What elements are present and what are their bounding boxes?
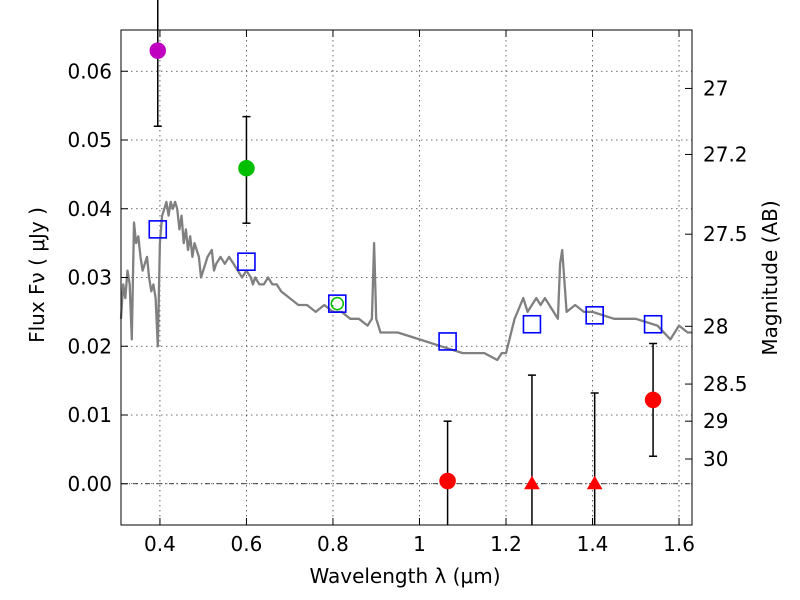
y2-tick-label: 27: [703, 76, 728, 100]
x-tick-label: 1.2: [490, 532, 522, 556]
photometry-point: [330, 296, 345, 311]
y-tick-label: 0.04: [67, 197, 112, 221]
y-axis-label: Flux Fν ( μJy ): [25, 207, 49, 343]
y-tick-label: 0.01: [67, 403, 112, 427]
y-tick-label: 0.06: [67, 59, 112, 83]
photometry-point: [238, 159, 255, 177]
x-tick-label: 0.4: [144, 532, 176, 556]
y2-axis: 27 27.2 27.5 28 28.5 29 30: [685, 76, 748, 471]
y2-tick-label: 27.2: [703, 142, 748, 166]
x-tick-label: 0.8: [317, 532, 349, 556]
x-axis: 0.4 0.6 0.8 1 1.2 1.4 1.6: [144, 30, 695, 556]
model-photometry-square: [643, 314, 663, 334]
y2-tick-label: 28.5: [703, 372, 748, 396]
model-photometry-square: [585, 306, 604, 325]
x-tick-label: 1.4: [577, 532, 609, 556]
y-tick-label: 0.02: [67, 334, 112, 358]
model-photometry-square: [522, 314, 542, 334]
model-photometry-square: [237, 252, 256, 271]
photometry-point: [149, 42, 167, 59]
upper-limit-triangle: [586, 475, 603, 490]
y2-tick-label: 27.5: [703, 222, 748, 246]
y2-tick-label: 28: [703, 314, 728, 338]
y-axis: 0.00 0.01 0.02 0.03 0.04 0.05 0.06: [67, 59, 128, 496]
y2-tick-label: 30: [703, 447, 728, 471]
y2-axis-label: Magnitude (AB): [758, 200, 782, 355]
y2-tick-label: 29: [703, 409, 728, 433]
model-spectrum-line: [119, 200, 692, 362]
model-photometry-square: [438, 332, 457, 351]
photometry-point: [439, 472, 456, 490]
x-tick-label: 1: [413, 532, 426, 556]
grid: [121, 30, 692, 525]
x-tick-label: 1.6: [663, 532, 695, 556]
x-tick-label: 0.6: [231, 532, 263, 556]
photometry-point: [644, 391, 662, 409]
y-tick-label: 0.03: [67, 266, 112, 290]
model-photometry-square: [327, 294, 347, 313]
y-tick-label: 0.00: [67, 472, 112, 496]
plot-series: [119, 0, 692, 525]
upper-limit-triangle: [524, 475, 540, 490]
y-tick-label: 0.05: [67, 128, 112, 152]
model-photometry-square: [148, 220, 168, 239]
x-axis-label: Wavelength λ (μm): [309, 564, 500, 588]
